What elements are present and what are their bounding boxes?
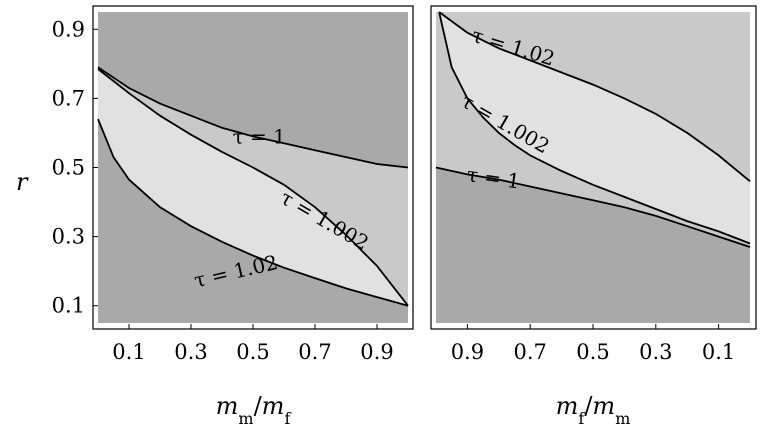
right-x-tick-label: 0.1 <box>702 340 735 364</box>
left-panel: 0.1 0.3 0.5 0.7 0.9 0.10.30.50.70.9 τ = 1τ =… <box>16 5 414 428</box>
left-contour-label: τ = 1 <box>233 124 286 148</box>
right-regions <box>436 12 750 323</box>
left-x-title-subscript: m <box>238 409 253 428</box>
left-x-title-part: m <box>262 392 285 420</box>
left-y-ticks: 0.1 0.3 0.5 0.7 0.9 <box>52 17 98 318</box>
right-contour-line-1 <box>435 166 751 248</box>
right-region-light <box>439 12 750 244</box>
right-x-tick-label: 0.3 <box>639 340 672 364</box>
left-x-tick-label: 0.7 <box>298 340 331 364</box>
left-x-axis-title: mm/mf <box>216 392 292 428</box>
left-y-tick-label: 0.5 <box>52 156 85 180</box>
left-x-ticks: 0.1 0.3 0.5 0.7 0.9 <box>112 324 394 364</box>
left-x-title-subscript: f <box>284 409 291 428</box>
left-region-light <box>98 69 408 306</box>
left-x-title-part: / <box>254 392 263 420</box>
right-x-title-part: m <box>556 392 579 420</box>
left-y-tick-label: 0.7 <box>52 86 85 110</box>
right-x-tick-label: 0.9 <box>451 340 484 364</box>
left-y-tick-label: 0.3 <box>52 225 85 249</box>
left-region-mid <box>98 67 408 306</box>
left-x-tick-label: 0.1 <box>112 340 145 364</box>
left-contour-line-2 <box>97 68 409 307</box>
left-x-tick-label: 0.9 <box>360 340 393 364</box>
left-x-title-part: m <box>216 392 239 420</box>
right-x-tick-label: 0.5 <box>576 340 609 364</box>
right-x-title-subscript: f <box>578 409 585 428</box>
left-y-axis-title: r <box>16 168 29 196</box>
left-contour-line-1 <box>97 66 409 169</box>
left-x-tick-label: 0.5 <box>236 340 269 364</box>
left-regions <box>98 12 408 323</box>
left-x-tick-label: 0.3 <box>174 340 207 364</box>
left-y-tick-label: 0.9 <box>52 17 85 41</box>
right-x-tick-label: 0.7 <box>513 340 546 364</box>
right-contour-line-3 <box>438 11 751 182</box>
left-curves <box>97 66 409 307</box>
right-x-axis-title: mf/mm <box>556 392 631 428</box>
right-contour-line-2 <box>438 11 751 245</box>
right-x-ticks: 0.9 0.7 0.5 0.3 0.1 <box>451 324 735 364</box>
right-x-title-part: / <box>584 392 593 420</box>
right-x-title-part: m <box>592 392 615 420</box>
right-curves <box>435 11 751 248</box>
right-x-title-subscript: m <box>615 409 630 428</box>
left-contour-line-3 <box>97 118 409 307</box>
left-y-tick-label: 0.1 <box>52 294 85 318</box>
